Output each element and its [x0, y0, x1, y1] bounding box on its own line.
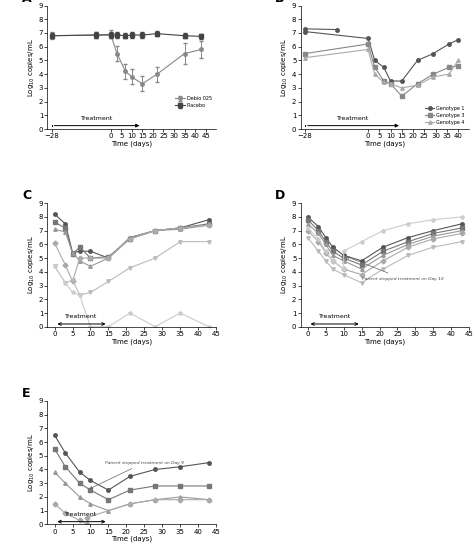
Genotype 4	[455, 57, 461, 63]
Genotype 1	[399, 78, 405, 84]
Genotype 1	[455, 36, 461, 43]
Genotype 4	[365, 46, 371, 53]
Legend: Debio 025, Placebo: Debio 025, Placebo	[173, 94, 214, 110]
Y-axis label: Log$_{10}$ copies/mL: Log$_{10}$ copies/mL	[27, 38, 37, 97]
Y-axis label: Log$_{10}$ copies/mL: Log$_{10}$ copies/mL	[27, 433, 37, 492]
X-axis label: Time (days): Time (days)	[111, 141, 152, 147]
Genotype 4	[430, 73, 436, 80]
X-axis label: Time (days): Time (days)	[365, 141, 405, 147]
Text: Treatment: Treatment	[65, 314, 98, 319]
Text: Patient stopped treatment on Day 10: Patient stopped treatment on Day 10	[347, 257, 443, 280]
Genotype 1	[365, 35, 371, 42]
Text: C: C	[22, 189, 31, 203]
Genotype 4	[302, 54, 308, 61]
Genotype 1	[388, 78, 393, 84]
Y-axis label: Log$_{10}$ copies/mL: Log$_{10}$ copies/mL	[27, 236, 37, 294]
Genotype 3	[302, 50, 308, 57]
Genotype 3	[399, 93, 405, 99]
Text: Treatment: Treatment	[319, 314, 351, 319]
Genotype 1	[446, 41, 452, 47]
Text: B: B	[275, 0, 285, 5]
Genotype 4	[381, 79, 387, 86]
X-axis label: Time (days): Time (days)	[365, 338, 405, 345]
X-axis label: Time (days): Time (days)	[111, 536, 152, 543]
Text: Patient stopped treatment on Day 9: Patient stopped treatment on Day 9	[90, 460, 184, 489]
Legend: Genotype 1, Genotype 3, Genotype 4: Genotype 1, Genotype 3, Genotype 4	[423, 104, 467, 126]
Genotype 3	[381, 78, 387, 84]
Genotype 3	[430, 71, 436, 77]
Line: Genotype 3: Genotype 3	[303, 42, 460, 98]
Genotype 4	[446, 71, 452, 77]
Genotype 3	[415, 81, 420, 87]
Line: Genotype 4: Genotype 4	[303, 47, 460, 89]
Line: Genotype 1: Genotype 1	[303, 30, 460, 83]
Genotype 3	[372, 64, 378, 71]
Genotype 4	[388, 81, 393, 87]
Text: Treatment: Treatment	[81, 116, 113, 121]
X-axis label: Time (days): Time (days)	[111, 338, 152, 345]
Genotype 1	[430, 50, 436, 57]
Genotype 4	[415, 82, 420, 88]
Genotype 1	[372, 57, 378, 63]
Genotype 4	[399, 84, 405, 91]
Text: Treatment: Treatment	[65, 512, 98, 517]
Text: D: D	[275, 189, 285, 203]
Text: Treatment: Treatment	[337, 116, 370, 121]
Genotype 3	[455, 62, 461, 69]
Genotype 4	[372, 71, 378, 77]
Y-axis label: Log$_{10}$ copies/mL: Log$_{10}$ copies/mL	[280, 236, 291, 294]
Genotype 3	[446, 64, 452, 71]
Genotype 3	[388, 81, 393, 87]
Y-axis label: Log$_{10}$ copies/mL: Log$_{10}$ copies/mL	[280, 38, 291, 97]
Genotype 1	[415, 57, 420, 63]
Text: E: E	[22, 387, 31, 400]
Text: A: A	[22, 0, 32, 5]
Genotype 1	[302, 28, 308, 35]
Genotype 1	[381, 64, 387, 71]
Genotype 3	[365, 41, 371, 47]
